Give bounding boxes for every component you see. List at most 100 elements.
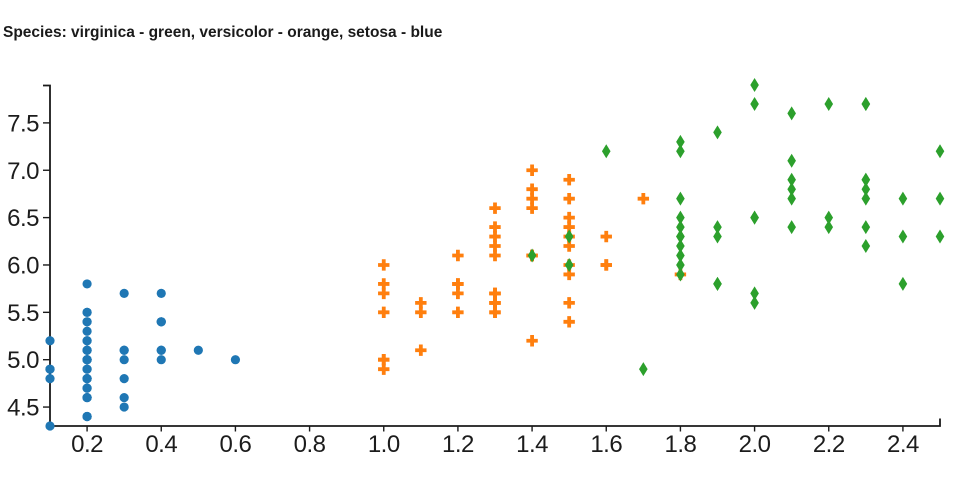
data-point (861, 96, 871, 111)
data-point (489, 306, 501, 319)
series-virginica (527, 78, 945, 377)
data-point (45, 336, 55, 346)
y-tick-label: 7.0 (7, 158, 39, 185)
data-point (898, 191, 908, 206)
data-point (676, 134, 685, 149)
data-point (526, 192, 538, 205)
data-point (601, 144, 611, 159)
data-point (563, 174, 575, 186)
data-point (861, 239, 871, 254)
data-point (452, 249, 464, 262)
x-tick-label: 1.6 (590, 431, 622, 458)
x-tick-label: 2.4 (887, 431, 919, 458)
data-point (935, 229, 945, 244)
data-point (82, 383, 92, 393)
data-point (452, 278, 464, 290)
data-point (45, 374, 55, 384)
data-point (861, 182, 871, 197)
data-point (415, 297, 427, 309)
data-point (378, 306, 390, 319)
series-setosa (45, 279, 241, 431)
data-point (676, 191, 685, 206)
x-tick-label: 0.6 (219, 431, 251, 458)
data-point (119, 345, 129, 355)
data-point (713, 276, 722, 291)
data-point (676, 239, 685, 254)
data-point (861, 220, 871, 235)
data-point (378, 363, 390, 375)
data-point (452, 287, 464, 300)
data-point (676, 229, 685, 244)
data-point (564, 257, 574, 272)
x-tick-label: 2.0 (739, 431, 771, 458)
data-point (82, 411, 92, 422)
data-point (452, 306, 464, 319)
data-point (563, 221, 575, 233)
x-tick-label: 2.2 (813, 431, 845, 458)
data-point (563, 240, 575, 252)
x-tick-label: 0.4 (145, 431, 177, 458)
data-point (489, 249, 501, 262)
data-point (527, 248, 537, 263)
data-point (82, 336, 92, 346)
data-point (489, 221, 501, 233)
data-point (119, 288, 129, 298)
y-tick-label: 7.5 (7, 110, 39, 137)
data-point (787, 153, 796, 168)
data-point (489, 230, 501, 243)
data-point (82, 364, 92, 374)
data-point (156, 355, 166, 365)
data-point (378, 278, 390, 290)
data-point (600, 230, 612, 243)
data-point (935, 191, 945, 206)
data-point (563, 192, 575, 205)
x-axis (50, 418, 941, 427)
data-point (787, 172, 796, 187)
data-point (676, 257, 685, 272)
data-point (676, 210, 685, 225)
data-point (526, 183, 538, 195)
data-point (787, 106, 796, 121)
data-point (156, 288, 166, 298)
chart-title: Species: virginica - green, versicolor -… (3, 24, 443, 41)
data-point (676, 248, 685, 263)
data-point (415, 306, 427, 319)
data-point (861, 191, 871, 206)
data-point (676, 220, 685, 235)
data-point (637, 192, 650, 205)
y-tick-label: 6.0 (7, 252, 39, 279)
y-tick-label: 5.5 (7, 300, 39, 327)
data-point (156, 317, 166, 327)
data-point (750, 286, 759, 301)
data-point (564, 229, 574, 244)
y-tick-label: 4.5 (7, 395, 39, 422)
data-point (824, 220, 834, 235)
y-tick-label: 6.5 (7, 205, 39, 232)
x-tick-label: 0.8 (294, 431, 326, 458)
data-point (563, 268, 575, 281)
data-point (676, 144, 685, 159)
data-point (193, 345, 203, 355)
data-point (639, 362, 648, 377)
data-point (82, 317, 92, 327)
data-point (563, 316, 575, 328)
x-tick-label: 1.8 (664, 431, 696, 458)
data-point (676, 267, 685, 282)
data-point (119, 374, 129, 384)
data-point (415, 344, 427, 356)
data-point (935, 144, 945, 159)
data-point (82, 392, 92, 403)
data-point (600, 259, 612, 271)
x-tick-label: 0.2 (71, 431, 103, 458)
data-point (489, 202, 501, 214)
data-point (750, 295, 759, 310)
data-point (787, 191, 796, 206)
data-point (824, 96, 834, 111)
data-point (489, 297, 501, 309)
y-tick-label: 5.0 (7, 347, 39, 374)
data-point (82, 355, 92, 365)
data-point (526, 335, 538, 347)
x-tick-label: 1.4 (516, 431, 548, 458)
